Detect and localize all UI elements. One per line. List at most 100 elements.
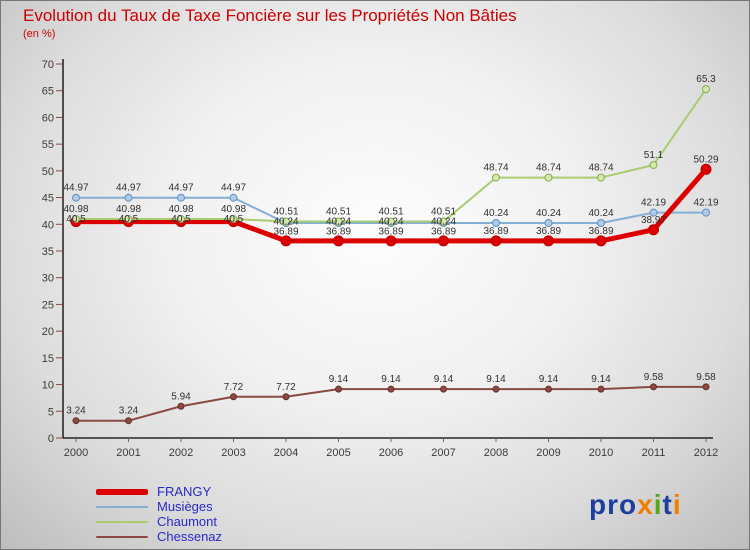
legend: FRANGY Musièges Chaumont Chessenaz bbox=[96, 485, 222, 545]
point-label: 3.24 bbox=[119, 406, 139, 417]
data-point bbox=[177, 402, 185, 410]
point-label: 36.89 bbox=[378, 227, 403, 238]
x-tick-label: 2005 bbox=[326, 447, 350, 459]
x-tick-label: 2003 bbox=[221, 447, 245, 459]
point-label: 40.98 bbox=[63, 204, 88, 215]
logo-letter: p bbox=[589, 489, 608, 520]
point-label: 42.19 bbox=[693, 198, 718, 209]
x-tick-label: 2009 bbox=[536, 447, 560, 459]
point-label: 36.89 bbox=[431, 227, 456, 238]
data-point bbox=[125, 417, 132, 425]
series-chessenaz bbox=[72, 383, 710, 425]
point-label: 9.14 bbox=[591, 374, 611, 385]
legend-swatch bbox=[96, 489, 148, 495]
data-point bbox=[492, 219, 500, 228]
data-point bbox=[177, 215, 185, 224]
data-point bbox=[387, 385, 395, 393]
point-label: 40.24 bbox=[431, 217, 456, 228]
point-label: 40.24 bbox=[536, 208, 561, 219]
y-tick-label: 15 bbox=[42, 353, 54, 365]
legend-item-chessenaz: Chessenaz bbox=[96, 530, 222, 544]
legend-swatch bbox=[96, 506, 148, 508]
y-tick-label: 45 bbox=[42, 193, 54, 205]
legend-label: Chessenaz bbox=[157, 529, 223, 544]
x-tick-label: 2012 bbox=[694, 447, 718, 459]
data-point bbox=[282, 393, 290, 401]
y-tick-label: 5 bbox=[48, 406, 54, 418]
point-label: 36.89 bbox=[483, 226, 508, 237]
data-point bbox=[702, 208, 710, 217]
point-label: 36.89 bbox=[588, 226, 613, 237]
data-point bbox=[334, 217, 343, 226]
line-chart: 0 5 10 15 20 25 30 35 40 45 50 55 60 65 70 2000 2001 2002… bbox=[42, 59, 719, 459]
point-label: 9.58 bbox=[696, 372, 716, 383]
data-point bbox=[595, 235, 607, 247]
point-label: 40.24 bbox=[378, 217, 403, 228]
data-point bbox=[72, 417, 80, 425]
point-label: 40.24 bbox=[326, 217, 351, 228]
data-point bbox=[650, 383, 657, 391]
y-tick-label: 20 bbox=[42, 326, 54, 338]
y-tick-label: 35 bbox=[42, 246, 54, 258]
point-label: 36.89 bbox=[273, 227, 298, 238]
data-point bbox=[492, 173, 500, 182]
point-label: 40.24 bbox=[483, 208, 508, 219]
point-label: 40.98 bbox=[116, 204, 141, 215]
data-point bbox=[439, 217, 448, 226]
data-point bbox=[700, 163, 712, 175]
x-tick-label: 2010 bbox=[589, 447, 613, 459]
point-label: 48.74 bbox=[483, 163, 508, 174]
point-label: 3.24 bbox=[66, 406, 86, 417]
data-point bbox=[702, 383, 710, 391]
data-point bbox=[543, 235, 554, 247]
legend-item-chaumont: Chaumont bbox=[96, 515, 222, 529]
point-label: 44.97 bbox=[168, 183, 193, 194]
data-point bbox=[544, 173, 553, 182]
data-point bbox=[490, 235, 502, 247]
logo-letter: i bbox=[653, 489, 663, 520]
point-label: 40.24 bbox=[588, 208, 613, 219]
data-point bbox=[72, 215, 80, 224]
series-line bbox=[75, 88, 707, 223]
point-label: 50.29 bbox=[693, 154, 718, 165]
point-label: 51.1 bbox=[644, 150, 664, 161]
logo-letter: r bbox=[607, 489, 620, 520]
data-point bbox=[124, 215, 133, 224]
data-point bbox=[230, 393, 237, 401]
legend-label: FRANGY bbox=[157, 484, 212, 499]
data-point bbox=[492, 385, 500, 393]
point-label: 40.51 bbox=[273, 207, 298, 218]
data-point bbox=[544, 219, 553, 228]
point-label: 9.58 bbox=[644, 372, 664, 383]
logo-letter: i bbox=[672, 489, 682, 520]
point-label: 40.98 bbox=[221, 204, 246, 215]
x-tick-label: 2008 bbox=[484, 447, 508, 459]
point-label: 40.51 bbox=[431, 207, 456, 218]
page-title: Evolution du Taux de Taxe Foncière sur l… bbox=[23, 6, 517, 25]
y-tick-label: 25 bbox=[42, 299, 54, 311]
data-point bbox=[597, 173, 605, 182]
point-label: 40.98 bbox=[168, 204, 193, 215]
point-label: 40.5 bbox=[119, 214, 139, 225]
data-point bbox=[597, 219, 605, 228]
legend-swatch bbox=[96, 521, 148, 523]
logo-letter: o bbox=[619, 489, 638, 520]
data-point bbox=[702, 85, 710, 94]
legend-label: Musièges bbox=[157, 499, 213, 514]
data-point bbox=[124, 193, 133, 202]
y-tick-label: 65 bbox=[42, 86, 54, 98]
x-tick-label: 2000 bbox=[64, 447, 88, 459]
data-point bbox=[72, 193, 80, 202]
logo-letter: t bbox=[662, 489, 673, 520]
proxiti-logo: proxiti bbox=[589, 489, 682, 521]
point-label: 36.89 bbox=[326, 227, 351, 238]
point-label: 65.3 bbox=[696, 74, 716, 85]
data-point bbox=[282, 217, 290, 226]
point-label: 40.5 bbox=[66, 214, 86, 225]
point-label: 40.24 bbox=[273, 217, 298, 228]
point-label: 44.97 bbox=[221, 183, 246, 194]
point-label: 40.5 bbox=[171, 214, 191, 225]
point-label: 44.97 bbox=[63, 183, 88, 194]
y-tick-label: 30 bbox=[42, 273, 54, 285]
point-label: 9.14 bbox=[434, 374, 454, 385]
